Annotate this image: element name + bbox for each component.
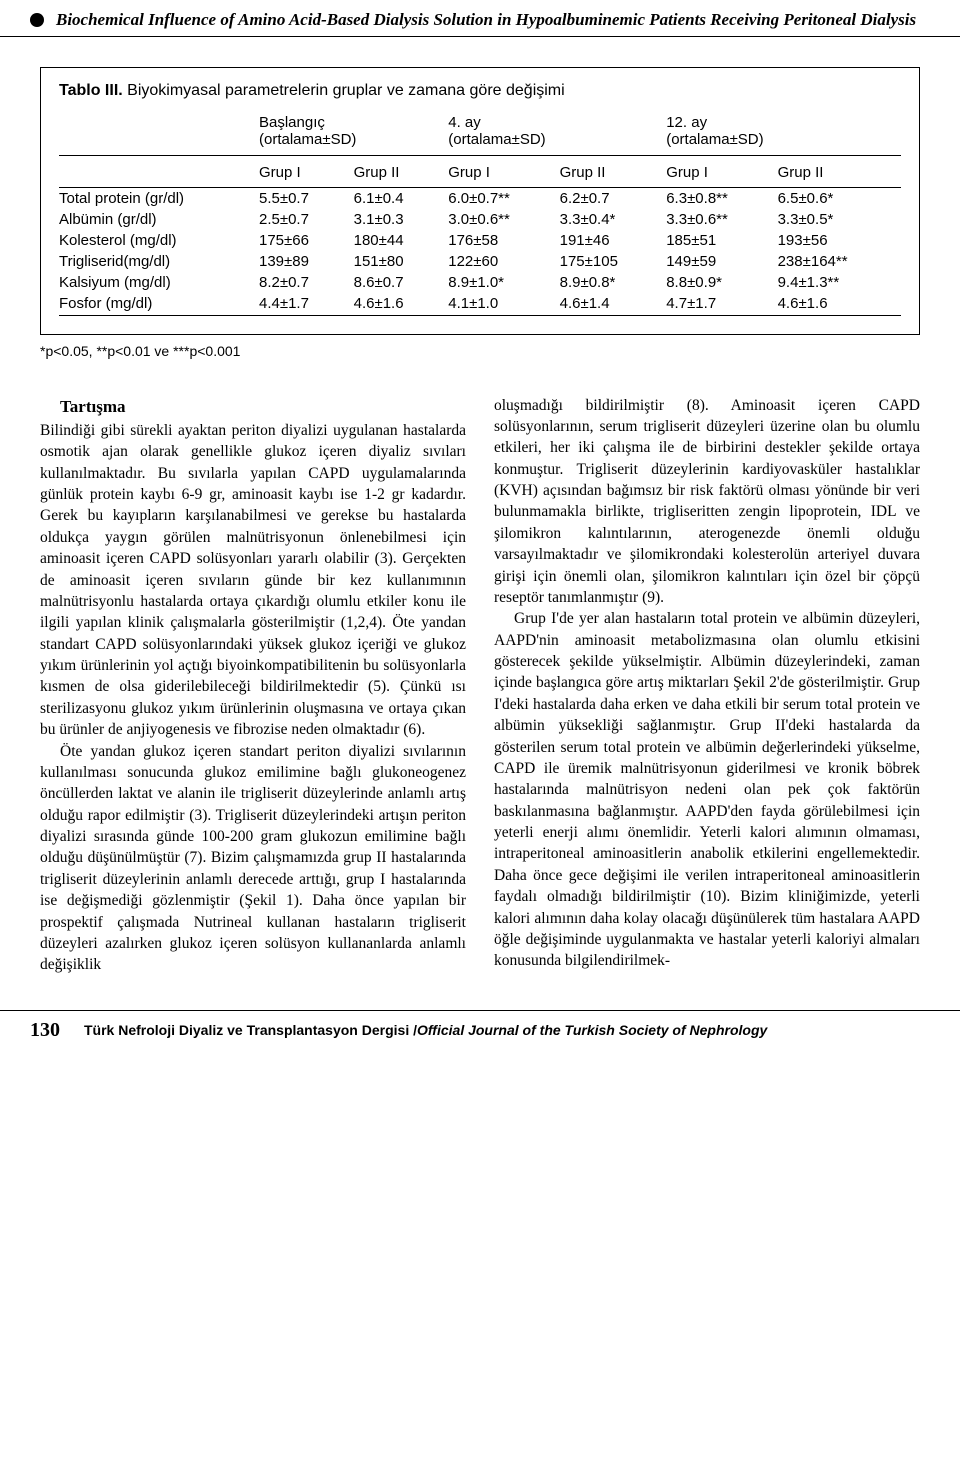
- cell: 6.3±0.8**: [666, 188, 777, 210]
- cell: 4.1±1.0: [448, 293, 559, 314]
- body-columns: Tartışma Bilindiği gibi sürekli ayaktan …: [0, 359, 960, 976]
- table-row: Kolesterol (mg/dl)175±66180±44176±58191±…: [59, 230, 901, 251]
- header-bullet-icon: [30, 13, 44, 27]
- row-name: Albümin (gr/dl): [59, 209, 259, 230]
- footer: 130 Türk Nefroloji Diyaliz ve Transplant…: [0, 1010, 960, 1058]
- cell: 149±59: [666, 251, 777, 272]
- row-name: Kalsiyum (mg/dl): [59, 272, 259, 293]
- table-caption-text: Biyokimyasal parametrelerin gruplar ve z…: [127, 82, 565, 99]
- cell: 6.5±0.6*: [778, 188, 901, 210]
- cell: 4.4±1.7: [259, 293, 354, 314]
- cell: 122±60: [448, 251, 559, 272]
- period-2-sub: (ortalama±SD): [666, 131, 901, 154]
- cell: 4.6±1.6: [354, 293, 449, 314]
- table-group-row: Grup I Grup II Grup I Grup II Grup I Gru…: [59, 155, 901, 187]
- cell: 180±44: [354, 230, 449, 251]
- group-3: Grup II: [560, 155, 667, 187]
- cell: 175±66: [259, 230, 354, 251]
- group-1: Grup II: [354, 155, 449, 187]
- cell: 193±56: [778, 230, 901, 251]
- row-name: Trigliserid(mg/dl): [59, 251, 259, 272]
- cell: 6.2±0.7: [560, 188, 667, 210]
- group-5: Grup II: [778, 155, 901, 187]
- period-2-label: 12. ay: [666, 114, 901, 131]
- row-name: Fosfor (mg/dl): [59, 293, 259, 314]
- cell: 6.1±0.4: [354, 188, 449, 210]
- table-row: Trigliserid(mg/dl)139±89151±80122±60175±…: [59, 251, 901, 272]
- right-p2: Grup I'de yer alan hastaların total prot…: [494, 608, 920, 971]
- table-caption-label: Tablo III.: [59, 82, 123, 99]
- group-4: Grup I: [666, 155, 777, 187]
- cell: 185±51: [666, 230, 777, 251]
- cell: 238±164**: [778, 251, 901, 272]
- running-head: Biochemical Influence of Amino Acid-Base…: [0, 0, 960, 37]
- table-row: Fosfor (mg/dl)4.4±1.74.6±1.64.1±1.04.6±1…: [59, 293, 901, 314]
- table-row: Albümin (gr/dl)2.5±0.73.1±0.33.0±0.6**3.…: [59, 209, 901, 230]
- period-0-label: Başlangıç: [259, 114, 448, 131]
- biochem-table: Başlangıç 4. ay 12. ay (ortalama±SD) (or…: [59, 114, 901, 316]
- cell: 9.4±1.3**: [778, 272, 901, 293]
- cell: 4.7±1.7: [666, 293, 777, 314]
- period-0-sub: (ortalama±SD): [259, 131, 448, 154]
- table-period-row: Başlangıç 4. ay 12. ay: [59, 114, 901, 131]
- table-caption: Tablo III. Biyokimyasal parametrelerin g…: [59, 82, 901, 100]
- row-name: Kolesterol (mg/dl): [59, 230, 259, 251]
- left-p2: Öte yandan glukoz içeren standart perito…: [40, 741, 466, 976]
- cell: 176±58: [448, 230, 559, 251]
- right-p1: oluşmadığı bildirilmiştir (8). Aminoasit…: [494, 395, 920, 609]
- page-number: 130: [30, 1019, 60, 1042]
- cell: 8.9±0.8*: [560, 272, 667, 293]
- cell: 4.6±1.4: [560, 293, 667, 314]
- right-column: oluşmadığı bildirilmiştir (8). Aminoasit…: [494, 395, 920, 976]
- cell: 8.8±0.9*: [666, 272, 777, 293]
- table-period-sub-row: (ortalama±SD) (ortalama±SD) (ortalama±SD…: [59, 131, 901, 154]
- cell: 151±80: [354, 251, 449, 272]
- cell: 8.2±0.7: [259, 272, 354, 293]
- left-p1: Bilindiği gibi sürekli ayaktan periton d…: [40, 420, 466, 741]
- footer-journal-en: Official Journal of the Turkish Society …: [417, 1022, 767, 1038]
- left-column: Tartışma Bilindiği gibi sürekli ayaktan …: [40, 395, 466, 976]
- cell: 8.9±1.0*: [448, 272, 559, 293]
- footer-journal: Türk Nefroloji Diyaliz ve Transplantasyo…: [84, 1022, 767, 1038]
- section-heading: Tartışma: [40, 395, 466, 418]
- cell: 6.0±0.7**: [448, 188, 559, 210]
- cell: 8.6±0.7: [354, 272, 449, 293]
- cell: 3.3±0.5*: [778, 209, 901, 230]
- cell: 3.0±0.6**: [448, 209, 559, 230]
- group-0: Grup I: [259, 155, 354, 187]
- cell: 5.5±0.7: [259, 188, 354, 210]
- period-1-label: 4. ay: [448, 114, 666, 131]
- cell: 4.6±1.6: [778, 293, 901, 314]
- cell: 3.3±0.6**: [666, 209, 777, 230]
- row-name: Total protein (gr/dl): [59, 188, 259, 210]
- cell: 175±105: [560, 251, 667, 272]
- footer-journal-tr: Türk Nefroloji Diyaliz ve Transplantasyo…: [84, 1022, 417, 1038]
- cell: 3.3±0.4*: [560, 209, 667, 230]
- cell: 139±89: [259, 251, 354, 272]
- table-row: Kalsiyum (mg/dl)8.2±0.78.6±0.78.9±1.0*8.…: [59, 272, 901, 293]
- table-footnote: *p<0.05, **p<0.01 ve ***p<0.001: [40, 343, 920, 359]
- table-row: Total protein (gr/dl)5.5±0.76.1±0.46.0±0…: [59, 188, 901, 210]
- period-1-sub: (ortalama±SD): [448, 131, 666, 154]
- running-head-title: Biochemical Influence of Amino Acid-Base…: [56, 10, 916, 30]
- cell: 191±46: [560, 230, 667, 251]
- cell: 3.1±0.3: [354, 209, 449, 230]
- cell: 2.5±0.7: [259, 209, 354, 230]
- group-2: Grup I: [448, 155, 559, 187]
- table-3: Tablo III. Biyokimyasal parametrelerin g…: [40, 67, 920, 335]
